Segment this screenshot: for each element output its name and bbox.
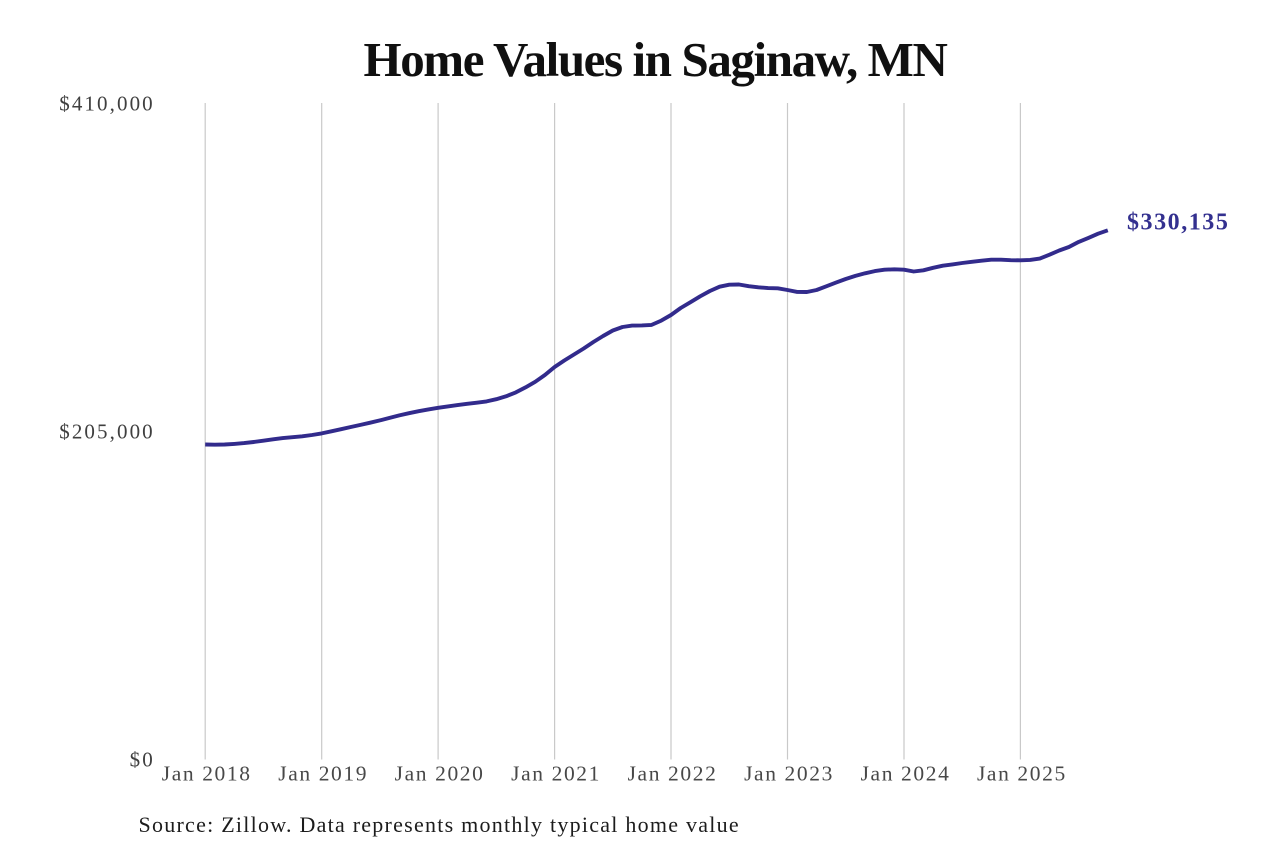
svg-text:$205,000: $205,000: [59, 419, 155, 443]
svg-text:$330,135: $330,135: [1127, 210, 1229, 236]
svg-text:Source: Zillow. Data represent: Source: Zillow. Data represents monthly …: [139, 812, 740, 837]
svg-text:$410,000: $410,000: [59, 92, 155, 116]
svg-text:Jan 2018: Jan 2018: [162, 762, 252, 786]
svg-text:Jan 2024: Jan 2024: [861, 762, 951, 786]
svg-text:Jan 2022: Jan 2022: [628, 762, 718, 786]
svg-text:$0: $0: [130, 748, 155, 772]
svg-text:Jan 2025: Jan 2025: [977, 762, 1067, 786]
svg-text:Jan 2019: Jan 2019: [278, 762, 368, 786]
svg-text:Jan 2020: Jan 2020: [395, 762, 485, 786]
svg-text:Jan 2023: Jan 2023: [744, 762, 834, 786]
svg-text:Home Values in Saginaw, MN: Home Values in Saginaw, MN: [363, 32, 947, 87]
svg-text:Jan 2021: Jan 2021: [511, 762, 601, 786]
